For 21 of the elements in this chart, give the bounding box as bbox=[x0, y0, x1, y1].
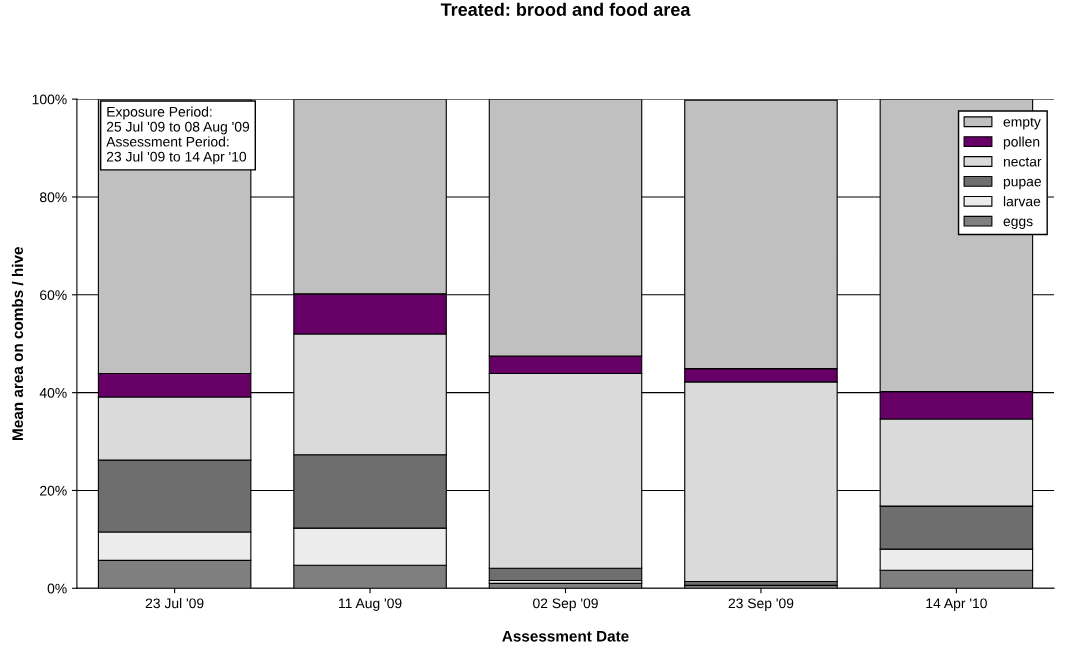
y-tick-label: 20% bbox=[40, 485, 67, 496]
x-tick-label: 02 Sep '09 bbox=[533, 598, 598, 611]
y-tick-label: 60% bbox=[40, 290, 67, 300]
y-tick-label: 0% bbox=[47, 583, 67, 594]
x-tick-label: 23 Jul '09 bbox=[145, 598, 204, 609]
x-axis-title: Assessment Date bbox=[502, 630, 629, 642]
legend-label: pupae bbox=[1003, 178, 1041, 190]
y-tick-label: 100% bbox=[32, 94, 67, 105]
legend-label: empty bbox=[1003, 117, 1041, 130]
y-tick-label: 40% bbox=[39, 387, 67, 398]
chart-title: Treated: brood and food area bbox=[440, 2, 691, 16]
annotation: Exposure Period: 25 Jul '09 to 08 Aug '09 Assessment Period: 23 Jul '09 to 14 Apr '10 bbox=[106, 106, 250, 165]
legend-label: pollen bbox=[1003, 136, 1040, 150]
legend-label: larvae bbox=[1003, 196, 1041, 207]
legend-label: eggs bbox=[1003, 218, 1033, 229]
legend-label: nectar bbox=[1003, 157, 1042, 167]
y-tick-label: 80% bbox=[39, 192, 67, 203]
x-tick-label: 14 Apr '10 bbox=[926, 598, 987, 611]
x-tick-label: 23 Sep '09 bbox=[728, 598, 794, 611]
x-tick-label: 11 Aug '09 bbox=[339, 598, 402, 611]
y-axis-title: Mean area on combs / hive bbox=[11, 247, 24, 440]
